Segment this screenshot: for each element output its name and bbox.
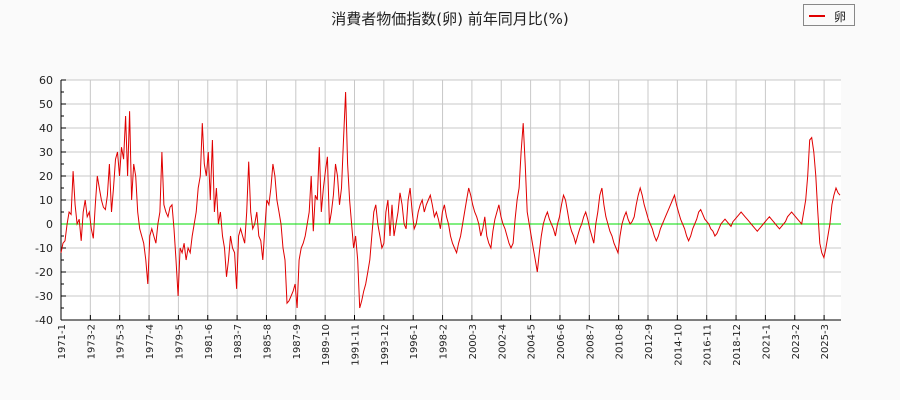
x-tick-label: 2016-11 [703, 324, 714, 366]
x-tick-label: 1996-1 [409, 324, 420, 359]
y-tick-label: 60 [39, 74, 53, 87]
x-tick-label: 2021-1 [761, 324, 772, 359]
x-tick-label: 2008-7 [585, 324, 596, 359]
legend-swatch-icon [809, 15, 825, 17]
legend: 卵 [803, 4, 855, 26]
y-tick-label: -20 [35, 266, 53, 279]
x-tick-label: 1998-2 [439, 324, 450, 359]
x-tick-label: 1993-12 [380, 324, 391, 366]
x-tick-label: 2025-3 [820, 324, 831, 359]
x-tick-label: 2014-10 [673, 324, 684, 366]
x-tick-label: 2023-2 [791, 324, 802, 359]
x-tick-label: 1987-9 [292, 324, 303, 359]
x-tick-label: 2004-5 [527, 324, 538, 359]
x-tick-label: 1989-10 [321, 324, 332, 366]
x-tick-label: 2012-9 [644, 324, 655, 359]
x-tick-label: 1973-2 [86, 324, 97, 359]
x-tick-label: 2002-4 [497, 324, 508, 359]
y-tick-label: 30 [39, 146, 53, 159]
y-tick-label: -10 [35, 242, 53, 255]
y-tick-label: 20 [39, 170, 53, 183]
x-tick-label: 2010-8 [615, 324, 626, 359]
x-tick-label: 1981-6 [204, 324, 215, 359]
y-tick-label: 0 [46, 218, 53, 231]
x-tick-label: 2006-6 [556, 324, 567, 359]
x-tick-label: 1975-3 [116, 324, 127, 359]
x-tick-label: 1971-1 [57, 324, 68, 359]
x-tick-label: 1991-11 [351, 324, 362, 366]
chart-title: 消費者物価指数(卵) 前年同月比(%) [331, 10, 569, 28]
x-tick-label: 1979-5 [174, 324, 185, 359]
x-tick-label: 2000-3 [468, 324, 479, 359]
series-line-egg [60, 91, 841, 309]
x-tick-label: 1983-7 [233, 324, 244, 359]
x-tick-label: 2018-12 [732, 324, 743, 366]
x-tick-label: 1985-8 [262, 324, 273, 359]
x-tick-label: 1977-4 [145, 324, 156, 359]
y-tick-label: 40 [39, 122, 53, 135]
y-tick-label: 10 [39, 194, 53, 207]
y-tick-label: 50 [39, 98, 53, 111]
y-tick-label: -40 [35, 314, 53, 327]
legend-label: 卵 [834, 10, 847, 24]
y-tick-label: -30 [35, 290, 53, 303]
